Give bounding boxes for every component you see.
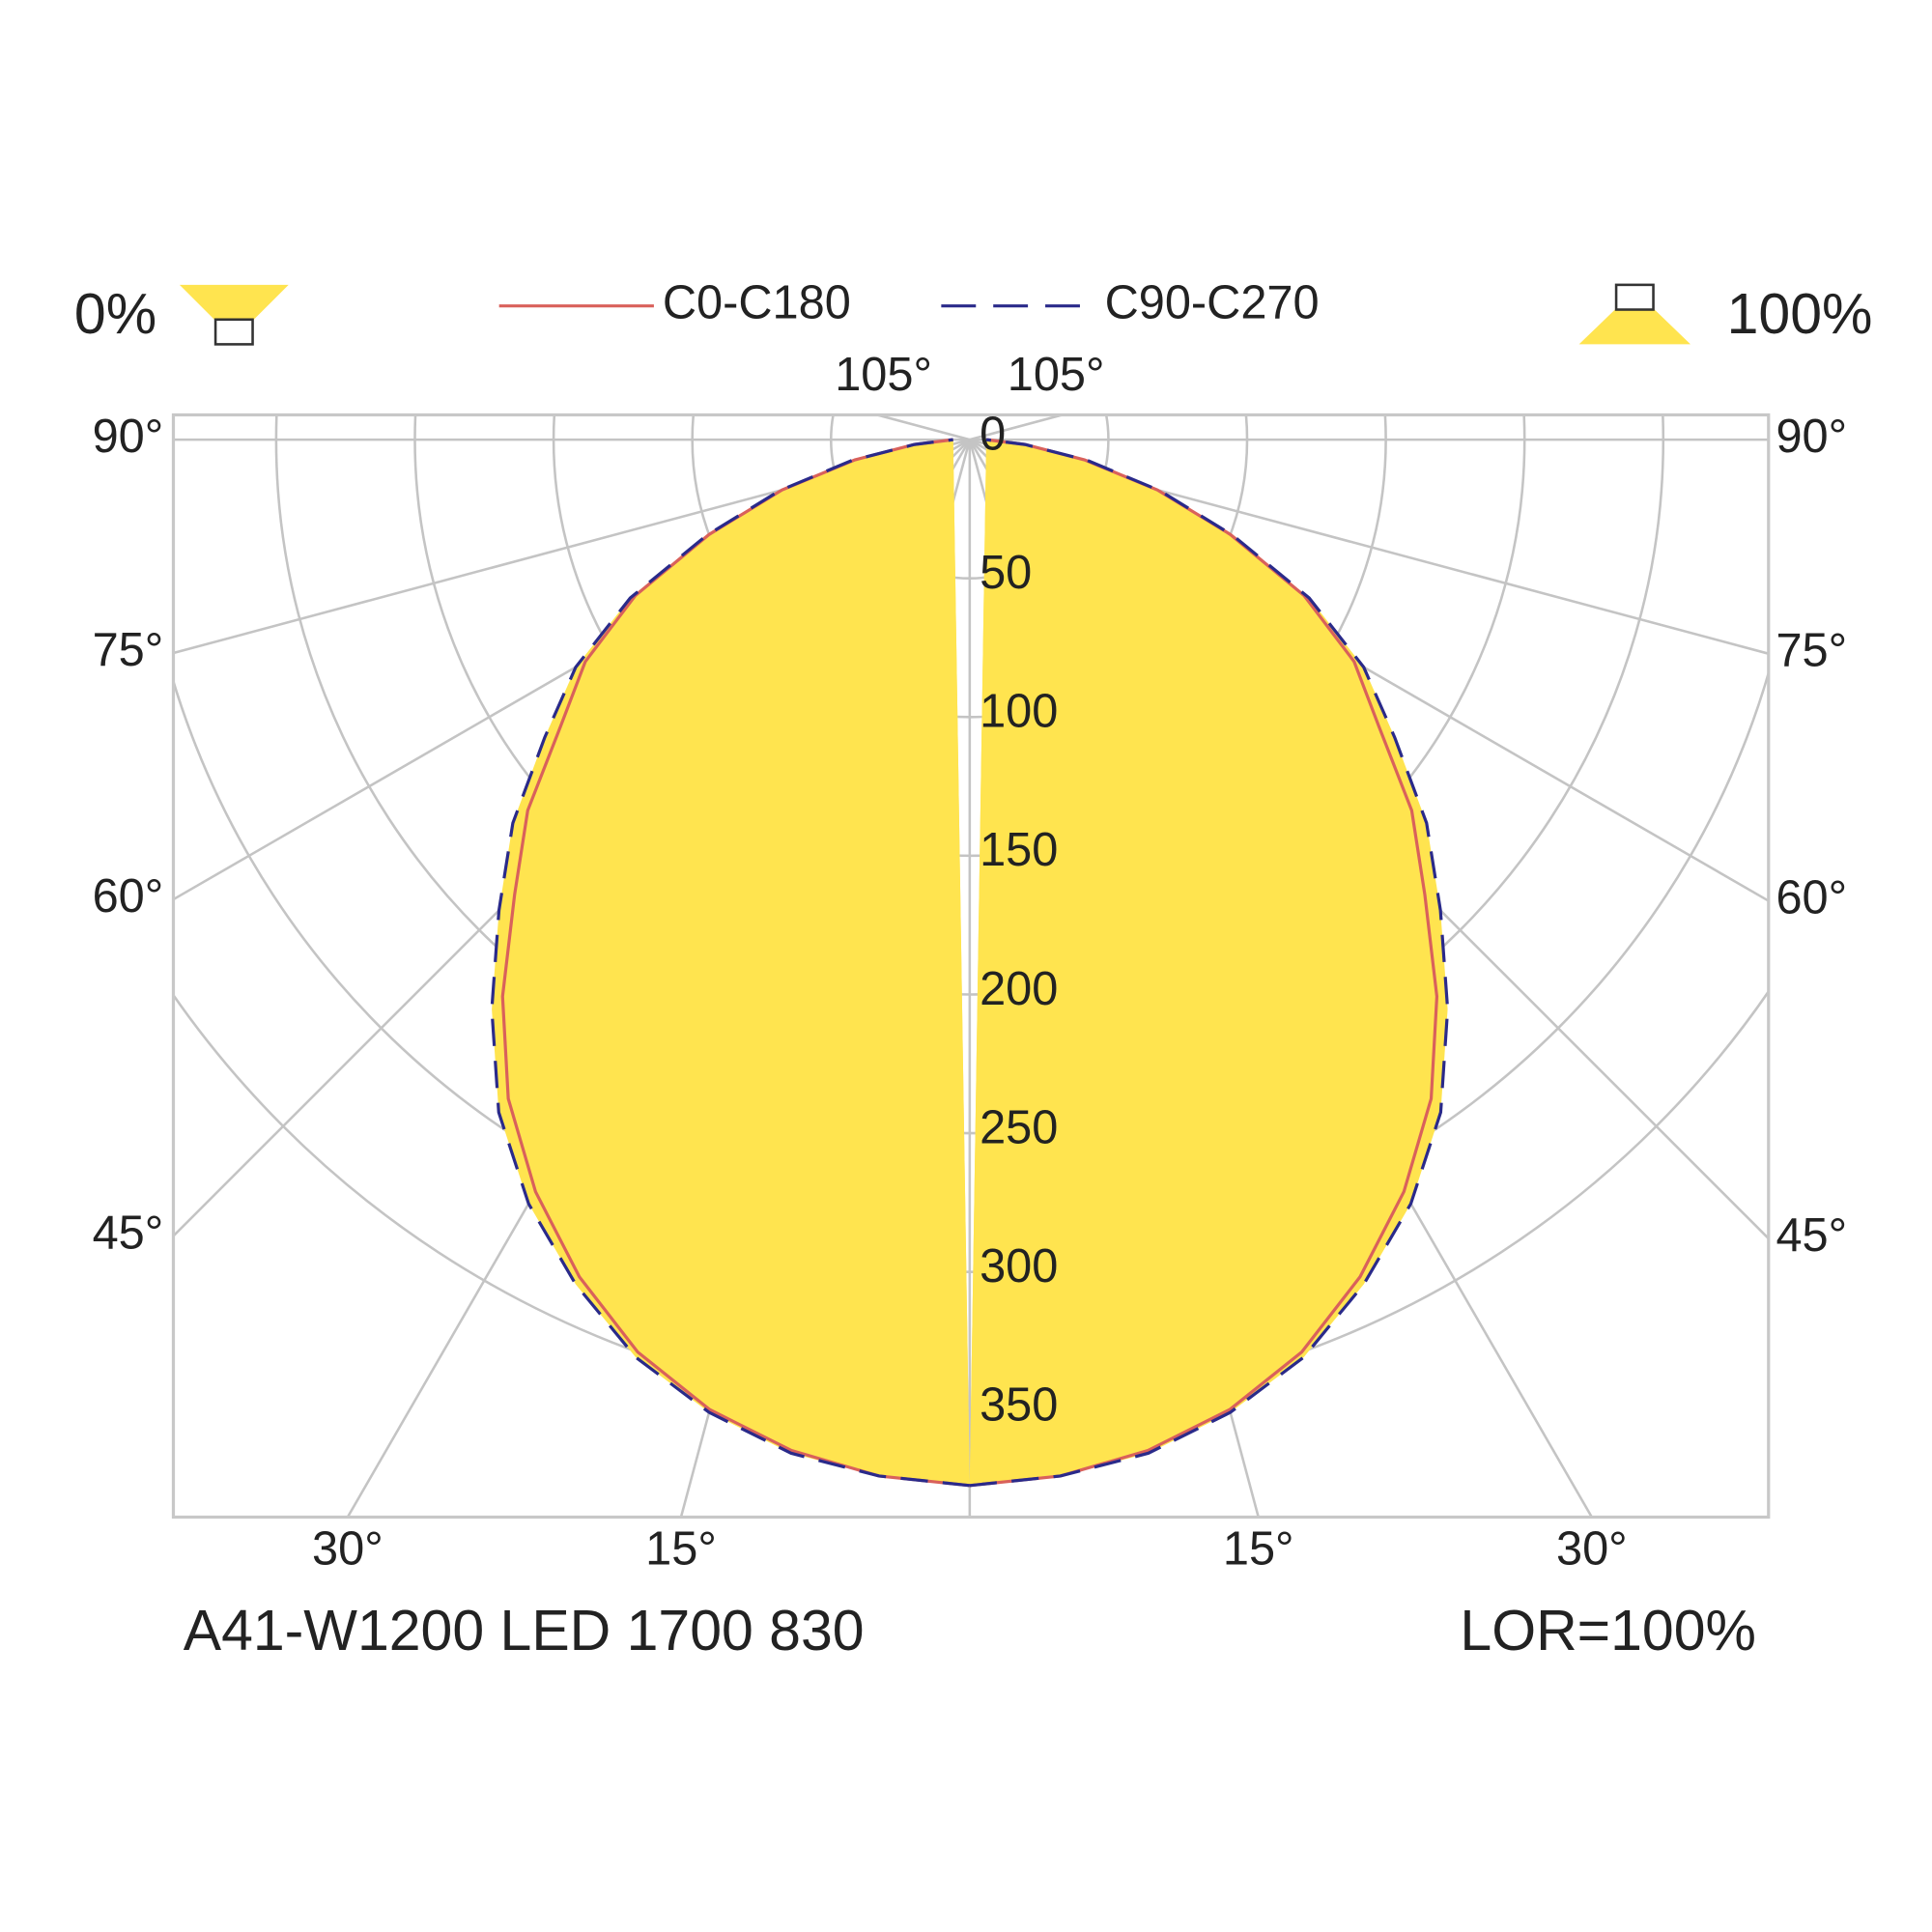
icon-down [179,284,289,320]
icon-up [1578,309,1690,345]
grid-circle [173,988,1769,1412]
grid-ray [969,414,1063,441]
area [969,440,1437,1486]
r-tick-label: 50 [980,547,1032,599]
angle-label: 30° [1556,1522,1628,1575]
footer-right: LOR=100% [1460,1600,1756,1662]
legend-label: C0-C180 [663,277,851,329]
angle-label: 105° [1008,349,1105,401]
series-line [969,438,1439,1488]
r-tick-label: 300 [980,1240,1058,1293]
r-tick-label: 250 [980,1101,1058,1153]
angle-label: 90° [1776,411,1847,463]
r-tick-label: 350 [980,1379,1058,1432]
angle-label: 75° [1776,625,1847,677]
footer-left: A41-W1200 LED 1700 830 [184,1600,865,1662]
icon-box [1614,283,1655,311]
angle-label: 45° [93,1207,164,1259]
series-line [969,438,1450,1488]
angle-label: 45° [1776,1209,1847,1262]
angle-label: 105° [835,349,932,401]
angle-label: 75° [93,624,164,676]
angle-label: 30° [312,1522,384,1575]
angle-label: 90° [93,411,164,463]
frame [171,412,1771,1520]
series-line [500,438,971,1488]
angle-label: 60° [1776,871,1847,923]
angle-label: 15° [645,1522,717,1575]
angle-label: 60° [93,870,164,923]
grid-ray [876,414,971,441]
plot [490,438,1450,1488]
left-label: 0% [74,283,156,346]
area [502,440,970,1486]
r-tick-label: 150 [980,824,1058,876]
icon-box [213,318,254,346]
r-tick-label: 100 [980,686,1058,738]
r-tick-label: 0 [980,408,1006,460]
right-label: 100% [1727,283,1873,346]
legend-label: C90-C270 [1105,277,1320,329]
r-tick-label: 200 [980,963,1058,1015]
angle-label: 15° [1223,1522,1294,1575]
series-line [490,438,971,1488]
